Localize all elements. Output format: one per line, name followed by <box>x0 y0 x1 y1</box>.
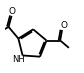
Text: O: O <box>60 21 67 30</box>
Text: O: O <box>9 7 16 16</box>
Text: NH: NH <box>12 55 25 64</box>
